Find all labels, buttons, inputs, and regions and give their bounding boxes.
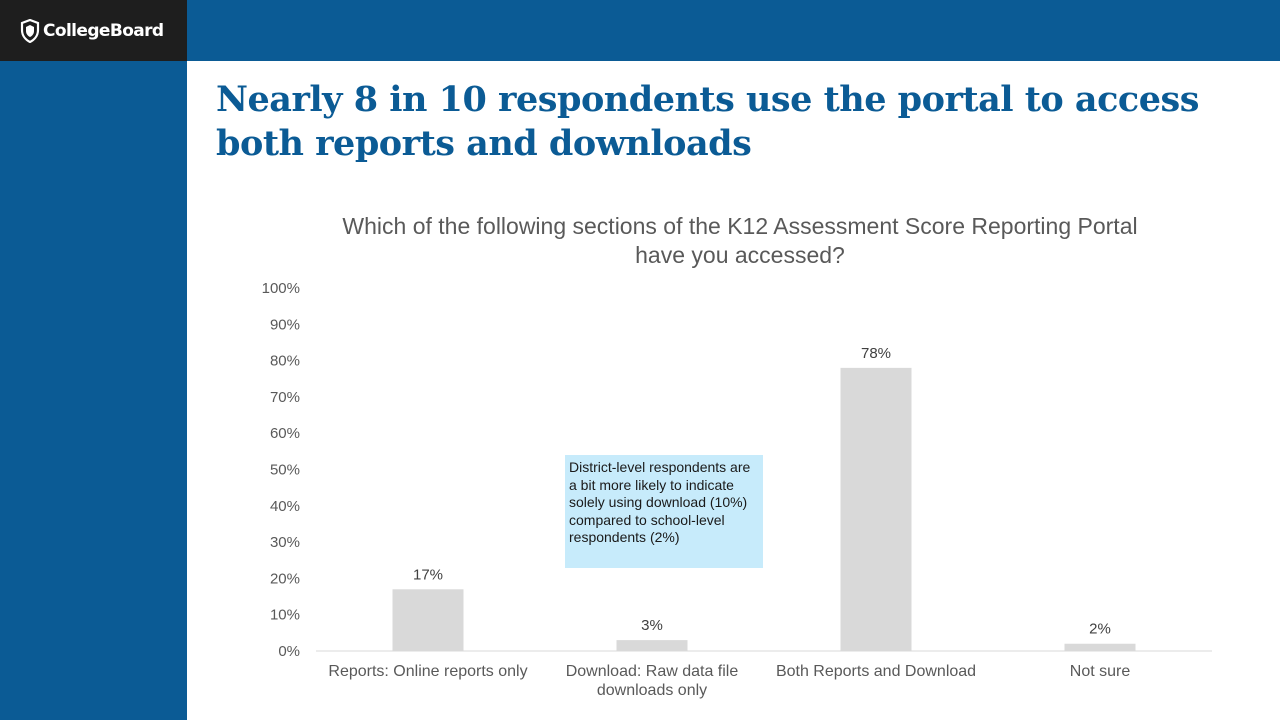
y-tick-label: 90% (270, 316, 300, 333)
top-banner (0, 0, 1280, 61)
data-label: 78% (861, 345, 891, 362)
y-tick-label: 50% (270, 462, 300, 479)
left-sidebar (0, 61, 187, 720)
data-labels: 17% 3% 78% 2% (413, 345, 1111, 638)
data-label: 3% (641, 617, 663, 634)
y-tick-label: 40% (270, 498, 300, 515)
y-tick-label: 30% (270, 534, 300, 551)
y-tick-label: 20% (270, 570, 300, 587)
y-tick-label: 70% (270, 389, 300, 406)
logo[interactable]: CollegeBoard (0, 0, 187, 61)
category-label: Both Reports and Download (776, 663, 976, 680)
chart-title: Which of the following sections of the K… (342, 213, 1138, 268)
category-label: Not sure (1070, 663, 1131, 680)
callout-note: District-level respondents are a bit mor… (565, 455, 763, 568)
bar (840, 367, 912, 651)
category-label: Download: Raw data file (566, 663, 739, 680)
y-tick-label: 0% (278, 643, 300, 660)
y-tick-label: 60% (270, 425, 300, 442)
y-tick-label: 10% (270, 607, 300, 624)
y-axis-ticks: 0% 10% 20% 30% 40% 50% 60% 70% 80% 90% 100% (262, 280, 300, 660)
category-label: downloads only (597, 682, 707, 699)
data-label: 17% (413, 566, 443, 583)
acorn-shield-icon (20, 18, 40, 43)
category-label: Reports: Online reports only (328, 663, 527, 680)
y-tick-label: 80% (270, 353, 300, 370)
bar (1064, 643, 1136, 651)
logo-text: CollegeBoard (43, 20, 164, 41)
category-labels: Reports: Online reports only Download: Ra… (328, 663, 1130, 699)
bar (616, 640, 688, 651)
y-tick-label: 100% (262, 280, 300, 297)
slide-title: Nearly 8 in 10 respondents use the porta… (216, 79, 1199, 164)
bars (392, 367, 1136, 651)
data-label: 2% (1089, 621, 1111, 638)
bar (392, 589, 464, 651)
